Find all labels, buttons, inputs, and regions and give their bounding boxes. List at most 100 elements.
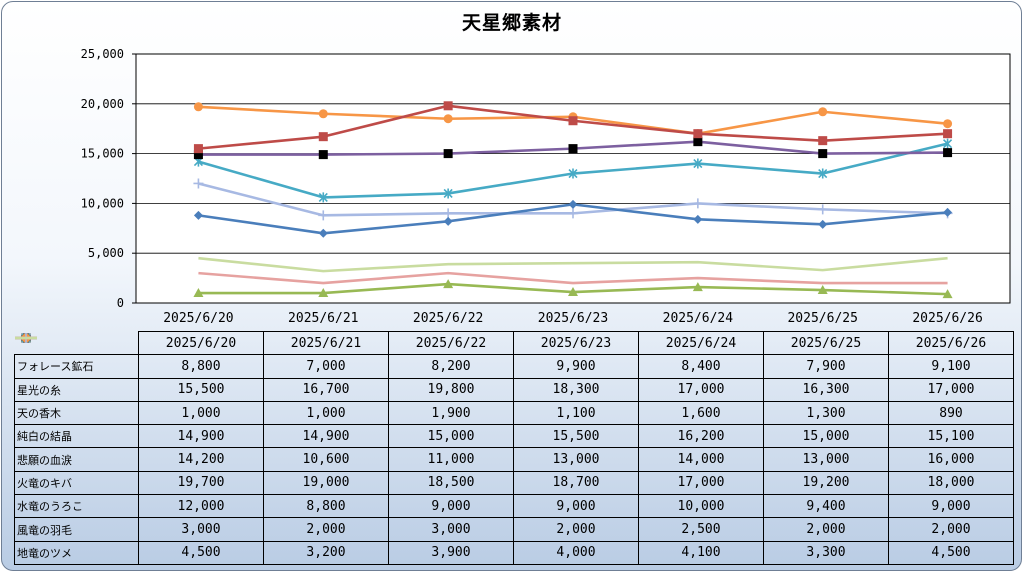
- table-cell: 8,200: [388, 354, 514, 379]
- table-cell: 1,600: [638, 400, 764, 426]
- data-point: [443, 114, 453, 124]
- table-cell: 17,000: [638, 470, 764, 496]
- legend-entry: 風竜の羽毛: [14, 336, 139, 542]
- x-tick-label: 2025/6/25: [787, 311, 857, 326]
- data-point: [193, 178, 204, 189]
- x-tick-label: 2025/6/21: [288, 311, 358, 326]
- series-地竜のツメ: [198, 256, 948, 273]
- data-point: [318, 228, 328, 238]
- data-point: [693, 214, 703, 224]
- legend-entry: 天の香木: [14, 332, 139, 426]
- data-point: [818, 219, 828, 229]
- data-point: [318, 288, 329, 298]
- data-point: [942, 289, 953, 299]
- table-cell: 18,000: [888, 470, 1014, 496]
- table-cell: 4,500: [888, 540, 1014, 565]
- data-point: [443, 149, 453, 159]
- table-row: 天の香木 1,000 1,000 1,900 1,100 1,600 1,300 890: [14, 332, 1014, 426]
- table-cell: 18,300: [513, 377, 639, 402]
- legend-entry: 水竜のうろこ: [14, 332, 139, 519]
- table-cell: 3,900: [388, 540, 514, 565]
- table-cell: 9,900: [513, 354, 639, 379]
- table-cell: 14,900: [263, 424, 389, 449]
- data-point: [318, 150, 328, 160]
- data-point: [568, 116, 578, 126]
- data-point: [943, 207, 953, 217]
- data-point: [193, 210, 203, 220]
- data-point: [818, 168, 828, 179]
- table-cell: 14,000: [638, 447, 764, 472]
- table-cell: 15,500: [138, 377, 264, 402]
- series-name: 悲願の血涙: [17, 453, 72, 467]
- table-cell: 2,000: [763, 517, 889, 542]
- table-cell: 1,900: [388, 400, 514, 426]
- table-cell: 13,000: [513, 447, 639, 472]
- series-純白の結晶: [193, 137, 953, 160]
- table-cell: 15,500: [513, 424, 639, 449]
- series-name: 星光の糸: [17, 383, 61, 397]
- x-tick-label: 2025/6/22: [413, 311, 483, 326]
- table-cell: 3,300: [763, 540, 889, 565]
- data-point: [568, 168, 578, 179]
- y-tick-label: 0: [117, 296, 124, 310]
- series-星光の糸: [193, 101, 953, 154]
- table-cell: 14,900: [138, 424, 264, 449]
- data-point: [693, 129, 703, 139]
- data-point: [692, 282, 703, 292]
- series-line: [198, 271, 948, 285]
- data-point: [693, 158, 703, 169]
- table-cell: 9,400: [763, 494, 889, 519]
- table-cell: 16,300: [763, 377, 889, 402]
- series-name: 地竜のツメ: [17, 546, 72, 560]
- series-name: 火竜のキバ: [17, 476, 72, 490]
- table-cell: 18,500: [388, 470, 514, 496]
- table-cell: 19,700: [138, 470, 264, 496]
- data-point: [818, 136, 828, 146]
- table-cell: 4,000: [513, 540, 639, 565]
- table-cell: 9,000: [388, 494, 514, 519]
- table-cell: 17,000: [888, 377, 1014, 402]
- table-row: フォレース鉱石 8,800 7,000 8,200 9,900 8,400 7,900 9,1…: [14, 333, 1014, 379]
- data-point: [817, 204, 828, 215]
- data-point: [443, 208, 454, 219]
- table-cell: 2,500: [638, 517, 764, 542]
- data-point: [943, 129, 953, 139]
- table-cell: 15,000: [763, 424, 889, 449]
- x-tick-label: 2025/6/26: [912, 311, 982, 326]
- table-row: 風竜の羽毛 3,000 2,000 3,000 2,000 2,500 2,000 2,000: [14, 336, 1014, 542]
- table-cell: 890: [888, 400, 1014, 426]
- table-header-cell: 2025/6/21: [263, 330, 389, 356]
- table-cell: 1,000: [138, 400, 264, 426]
- table-cell: 1,300: [763, 400, 889, 426]
- y-tick-label: 20,000: [81, 97, 124, 111]
- legend-entry: フォレース鉱石: [14, 333, 139, 379]
- data-point: [443, 188, 453, 199]
- legend-entry: 純白の結晶: [14, 333, 139, 449]
- data-point: [943, 138, 953, 149]
- data-point: [943, 119, 953, 129]
- table-cell: 7,000: [263, 354, 389, 379]
- table-cell: 3,200: [263, 540, 389, 565]
- table-header-cell: 2025/6/26: [888, 330, 1014, 356]
- legend-key-icon: [14, 336, 37, 339]
- data-point: [193, 102, 203, 112]
- series-name: 純白の結晶: [17, 430, 72, 444]
- data-point: [943, 148, 953, 158]
- data-point: [817, 285, 828, 295]
- table-header-cell: 2025/6/23: [513, 330, 639, 356]
- table-cell: 10,000: [638, 494, 764, 519]
- chart-title: 天星郷素材: [461, 12, 562, 34]
- x-tick-label: 2025/6/23: [538, 311, 608, 326]
- data-point: [443, 216, 453, 226]
- table-cell: 8,800: [138, 354, 264, 379]
- table-cell: 18,700: [513, 470, 639, 496]
- table-cell: 13,000: [763, 447, 889, 472]
- table-cell: 7,900: [763, 354, 889, 379]
- table-cell: 4,500: [138, 540, 264, 565]
- series-天の香木: [193, 279, 953, 299]
- table-cell: 19,000: [263, 470, 389, 496]
- data-point: [692, 198, 703, 209]
- table-cell: 1,000: [263, 400, 389, 426]
- table-cell: 1,100: [513, 400, 639, 426]
- table-cell: 3,000: [388, 517, 514, 542]
